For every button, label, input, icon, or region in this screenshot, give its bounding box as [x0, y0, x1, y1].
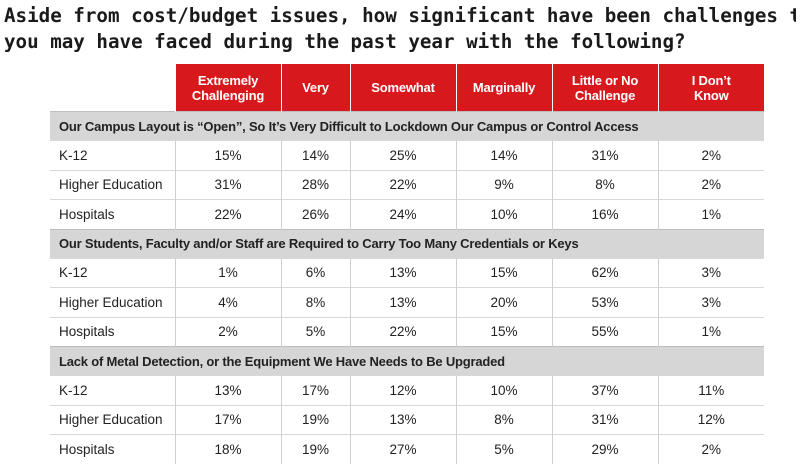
section-title: Our Students, Faculty and/or Staff are R…: [50, 228, 764, 258]
section-title: Our Campus Layout is “Open”, So It’s Ver…: [50, 111, 764, 141]
table-cell: 20%: [455, 287, 552, 317]
table-cell: 22%: [349, 316, 456, 347]
section-row: Our Students, Faculty and/or Staff are R…: [50, 228, 764, 258]
table-cell: 17%: [280, 375, 350, 405]
table-cell: 17%: [174, 404, 281, 435]
table-cell: 2%: [174, 316, 281, 347]
table-cell: 3%: [657, 287, 764, 317]
table-row: Higher Education 4% 8% 13% 20% 53% 3%: [50, 287, 764, 317]
table-cell: 8%: [455, 404, 552, 435]
survey-table: Extremely Challenging Very Somewhat Margi…: [50, 64, 764, 464]
table-cell: 8%: [280, 287, 350, 317]
row-label: K-12: [50, 140, 175, 170]
column-header: Somewhat: [349, 64, 456, 112]
row-label: Hospitals: [50, 316, 175, 347]
column-header: Little or No Challenge: [551, 64, 658, 112]
column-header: Extremely Challenging: [174, 64, 281, 112]
column-header: Very: [280, 64, 350, 112]
table-cell: 55%: [551, 316, 658, 347]
table-cell: 14%: [455, 140, 552, 170]
table-cell: 10%: [455, 375, 552, 405]
section-row: Our Campus Layout is “Open”, So It’s Ver…: [50, 111, 764, 141]
table-row: Hospitals 18% 19% 27% 5% 29% 2%: [50, 434, 764, 464]
table-row: K-12 13% 17% 12% 10% 37% 11%: [50, 375, 764, 405]
table-cell: 1%: [174, 257, 281, 288]
table-cell: 1%: [657, 199, 764, 229]
table-cell: 28%: [280, 169, 350, 200]
table-cell: 27%: [349, 434, 456, 464]
table-cell: 37%: [551, 375, 658, 405]
table-row: Higher Education 31% 28% 22% 9% 8% 2%: [50, 169, 764, 200]
row-label: K-12: [50, 257, 175, 288]
table-cell: 2%: [657, 169, 764, 200]
table-cell: 13%: [349, 404, 456, 435]
table-cell: 5%: [455, 434, 552, 464]
table-cell: 15%: [455, 316, 552, 347]
table-cell: 19%: [280, 404, 350, 435]
table-cell: 15%: [174, 140, 281, 170]
row-label: Hospitals: [50, 199, 175, 229]
table-row: K-12 1% 6% 13% 15% 62% 3%: [50, 257, 764, 288]
table-cell: 3%: [657, 257, 764, 288]
section-row: Lack of Metal Detection, or the Equipmen…: [50, 346, 764, 376]
table-cell: 13%: [349, 287, 456, 317]
table-cell: 8%: [551, 169, 658, 200]
column-header: Marginally: [455, 64, 552, 112]
table-cell: 22%: [174, 199, 281, 229]
table-cell: 15%: [455, 257, 552, 288]
table-cell: 31%: [551, 404, 658, 435]
table-cell: 1%: [657, 316, 764, 347]
table-cell: 16%: [551, 199, 658, 229]
table-cell: 2%: [657, 140, 764, 170]
row-label: Higher Education: [50, 287, 175, 317]
table-cell: 11%: [657, 375, 764, 405]
table-cell: 9%: [455, 169, 552, 200]
row-label: Higher Education: [50, 169, 175, 200]
chart-title: Aside from cost/budget issues, how signi…: [4, 3, 796, 55]
table-cell: 29%: [551, 434, 658, 464]
table-cell: 13%: [349, 257, 456, 288]
table-cell: 5%: [280, 316, 350, 347]
table-cell: 12%: [349, 375, 456, 405]
title-line-2: you may have faced during the past year …: [4, 30, 686, 53]
table-cell: 14%: [280, 140, 350, 170]
row-label: Higher Education: [50, 404, 175, 435]
table-cell: 31%: [551, 140, 658, 170]
header-row: Extremely Challenging Very Somewhat Margi…: [50, 64, 764, 112]
section-title: Lack of Metal Detection, or the Equipmen…: [50, 346, 764, 376]
table-cell: 53%: [551, 287, 658, 317]
table-cell: 10%: [455, 199, 552, 229]
table-cell: 4%: [174, 287, 281, 317]
table-row: K-12 15% 14% 25% 14% 31% 2%: [50, 140, 764, 170]
title-line-1: Aside from cost/budget issues, how signi…: [4, 4, 796, 27]
table-cell: 12%: [657, 404, 764, 435]
row-label: K-12: [50, 375, 175, 405]
table-row: Higher Education 17% 19% 13% 8% 31% 12%: [50, 404, 764, 435]
table-cell: 26%: [280, 199, 350, 229]
table-cell: 18%: [174, 434, 281, 464]
table-cell: 25%: [349, 140, 456, 170]
table-cell: 6%: [280, 257, 350, 288]
header-blank: [50, 64, 175, 112]
table-cell: 31%: [174, 169, 281, 200]
table-row: Hospitals 2% 5% 22% 15% 55% 1%: [50, 316, 764, 347]
column-header: I Don’t Know: [657, 64, 764, 112]
table-cell: 22%: [349, 169, 456, 200]
table-cell: 13%: [174, 375, 281, 405]
table-row: Hospitals 22% 26% 24% 10% 16% 1%: [50, 199, 764, 229]
row-label: Hospitals: [50, 434, 175, 464]
table-cell: 62%: [551, 257, 658, 288]
table-cell: 19%: [280, 434, 350, 464]
table-cell: 24%: [349, 199, 456, 229]
table-cell: 2%: [657, 434, 764, 464]
